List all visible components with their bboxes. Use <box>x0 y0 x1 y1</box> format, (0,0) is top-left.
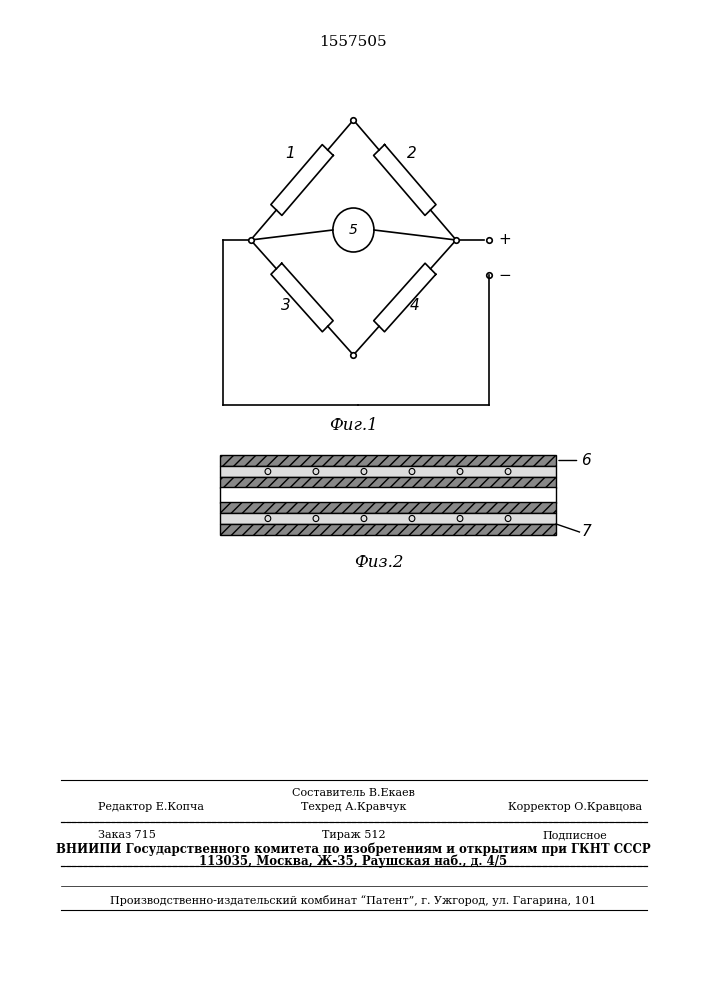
Text: Фиг.1: Фиг.1 <box>329 416 378 434</box>
Text: 1557505: 1557505 <box>320 35 387 49</box>
Text: Физ.2: Физ.2 <box>354 554 404 571</box>
Text: 113035, Москва, Ж-35, Раушская наб., д. 4/5: 113035, Москва, Ж-35, Раушская наб., д. … <box>199 855 508 868</box>
Text: Корректор О.Кравцова: Корректор О.Кравцова <box>508 802 642 812</box>
Text: 4: 4 <box>410 298 420 312</box>
Bar <box>220 513 556 524</box>
Bar <box>220 455 556 466</box>
Text: 3: 3 <box>281 298 291 312</box>
Text: Подписное: Подписное <box>542 830 607 840</box>
Text: 5: 5 <box>349 223 358 237</box>
Text: 2: 2 <box>407 145 416 160</box>
Text: Техред А.Кравчук: Техред А.Кравчук <box>300 802 406 812</box>
Text: −: − <box>498 267 511 282</box>
Text: Производственно-издательский комбинат “Патент”, г. Ужгород, ул. Гагарина, 101: Производственно-издательский комбинат “П… <box>110 895 597 906</box>
Text: Тираж 512: Тираж 512 <box>322 830 385 840</box>
Text: Составитель В.Екаев: Составитель В.Екаев <box>292 788 415 798</box>
Text: 7: 7 <box>581 524 591 540</box>
Text: Редактор Е.Копча: Редактор Е.Копча <box>98 802 204 812</box>
Bar <box>220 477 556 488</box>
Bar <box>220 524 556 535</box>
Text: ВНИИПИ Государственного комитета по изобретениям и открытиям при ГКНТ СССР: ВНИИПИ Государственного комитета по изоб… <box>56 843 650 856</box>
Bar <box>220 487 556 503</box>
Text: Заказ 715: Заказ 715 <box>98 830 156 840</box>
Text: +: + <box>498 232 511 247</box>
Text: 1: 1 <box>285 145 295 160</box>
Text: 6: 6 <box>581 453 591 468</box>
Bar <box>220 466 556 477</box>
Bar <box>220 502 556 513</box>
